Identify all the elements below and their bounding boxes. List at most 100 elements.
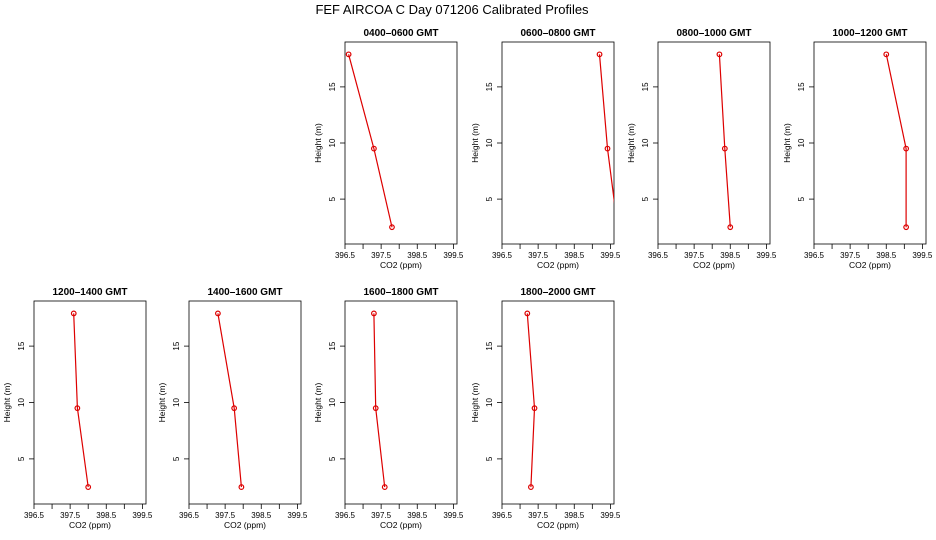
y-tick-label: 5 [485,196,494,201]
panel-title: 1000–1200 GMT [832,28,907,39]
x-tick-label: 396.5 [492,511,513,520]
y-tick-label: 10 [17,398,26,407]
series-group [345,51,395,231]
plot-frame [188,300,302,505]
series-group [716,51,734,231]
data-point [231,405,238,412]
series-line [526,313,536,488]
y-axis-label: Height (m) [470,383,480,423]
data-point [604,145,611,152]
x-tick-label: 397.5 [684,251,705,260]
x-tick-label: 398.5 [407,251,428,260]
data-point [238,484,245,490]
plot-frame [344,41,458,245]
x-tick-label: 399.5 [443,251,464,260]
panels: 0400–0600 GMT 396.5 397.5 398.5 399.5 5 10 15 CO… [2,28,933,530]
data-point [371,310,377,317]
y-tick-label: 15 [485,341,494,350]
series-group [215,310,245,490]
data-point [371,145,377,152]
panel-title: 1600–1800 GMT [363,287,438,298]
x-tick-label: 398.5 [876,251,897,260]
plot-frame [657,41,771,245]
y-tick-label: 15 [797,82,806,91]
y-tick-label: 5 [485,456,494,461]
x-tick-label: 399.5 [912,251,933,260]
data-point [381,484,388,490]
x-tick-label: 398.5 [564,511,585,520]
data-point [70,310,77,317]
y-tick-label: 15 [17,341,26,350]
data-point [215,310,221,317]
series-group [371,310,388,490]
data-point [903,145,910,152]
panel-title: 1800–2000 GMT [520,287,595,298]
x-tick-label: 398.5 [96,511,117,520]
x-tick-label: 397.5 [528,511,549,520]
y-tick-label: 5 [797,196,806,201]
x-tick-label: 399.5 [132,511,153,520]
plot-frame [33,300,147,505]
y-axis-label: Height (m) [2,383,12,423]
y-tick-label: 15 [485,82,494,91]
plot-frame [501,41,615,245]
y-tick-label: 10 [172,398,181,407]
series-group [70,310,92,490]
data-point [389,224,395,231]
x-tick-label: 399.5 [443,511,464,520]
y-axis-label: Height (m) [313,123,323,163]
y-tick-label: 5 [328,456,337,461]
x-tick-label: 396.5 [179,511,200,520]
plot-frame [813,41,927,245]
panel-5: 1200–1400 GMT 396.5 397.5 398.5 399.5 5 10 15 CO… [2,287,153,530]
panel-8: 1800–2000 GMT 396.5 397.5 398.5 399.5 5 10 15 CO… [470,287,621,530]
data-point [615,225,620,230]
series-line [217,313,242,488]
y-tick-label: 15 [172,341,181,350]
data-point [903,224,910,231]
y-tick-label: 10 [328,138,337,147]
data-point [74,405,81,412]
plot-frame [501,300,615,505]
x-axis-label: CO2 (ppm) [224,520,266,530]
x-tick-label: 396.5 [648,251,669,260]
y-axis-label: Height (m) [782,123,792,163]
y-tick-label: 10 [328,398,337,407]
x-tick-label: 397.5 [840,251,861,260]
y-tick-label: 5 [328,196,337,201]
x-tick-label: 396.5 [24,511,45,520]
panel-4: 1000–1200 GMT 396.5 397.5 398.5 399.5 5 10 15 CO… [782,28,933,270]
series-line [598,54,614,204]
x-tick-label: 397.5 [371,251,392,260]
x-tick-label: 397.5 [528,251,549,260]
series-line [885,54,907,228]
panel-title: 1400–1600 GMT [207,287,282,298]
y-axis-label: Height (m) [313,383,323,423]
x-tick-label: 398.5 [407,511,428,520]
data-point [528,484,534,490]
x-tick-label: 399.5 [600,251,621,260]
data-point [524,310,531,317]
y-tick-label: 10 [641,138,650,147]
x-axis-label: CO2 (ppm) [849,260,891,270]
y-tick-label: 15 [641,82,650,91]
data-point [372,405,379,412]
panel-2: 0600–0800 GMT 396.5 397.5 398.5 399.5 5 10 15 CO… [470,28,621,270]
data-point [85,484,92,490]
x-axis-label: CO2 (ppm) [69,520,111,530]
data-point [596,51,603,58]
figure-title: FEF AIRCOA C Day 071206 Calibrated Profi… [315,2,589,17]
panel-title: 0400–0600 GMT [363,28,438,39]
series-group [524,310,538,490]
series-line [73,313,89,488]
x-tick-label: 399.5 [756,251,777,260]
x-tick-label: 396.5 [335,511,356,520]
data-point [716,51,723,58]
data-point [727,224,734,231]
panel-title: 0800–1000 GMT [676,28,751,39]
series-line [373,313,386,488]
x-tick-label: 396.5 [492,251,513,260]
data-point [721,145,728,152]
panel-1: 0400–0600 GMT 396.5 397.5 398.5 399.5 5 10 15 CO… [313,28,464,270]
